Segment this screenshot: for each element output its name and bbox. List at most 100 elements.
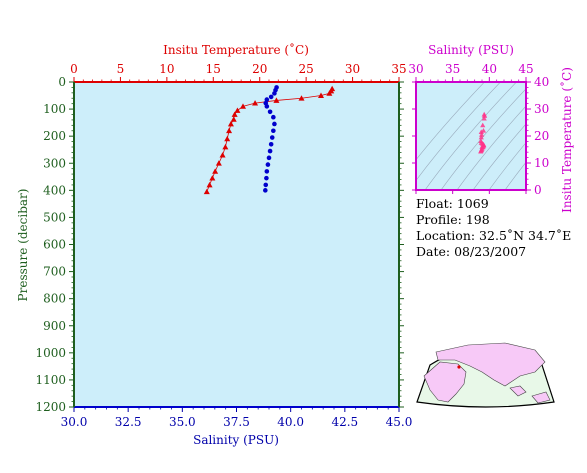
salinity-point <box>264 169 270 174</box>
density-isoline <box>488 142 526 190</box>
float-id: Float: 1069 <box>416 196 489 211</box>
left-tick-label: 500 <box>43 210 66 224</box>
top-tick-label: 5 <box>117 62 125 76</box>
density-isoline <box>472 123 526 190</box>
salinity-series <box>263 85 279 193</box>
salinity-point <box>264 104 270 109</box>
left-tick-label: 300 <box>43 156 66 170</box>
temperature-point <box>227 120 234 127</box>
temperature-series <box>203 85 336 195</box>
salinity-point <box>263 188 268 193</box>
ts-point <box>481 113 488 118</box>
salinity-point <box>272 121 277 127</box>
salinity-point <box>267 148 273 154</box>
profile-panel: 0 5 10 15 20 25 30 35 30.0 32.5 35.0 37.5 40.0 42.5 45… <box>16 42 412 447</box>
temperature-point <box>215 160 222 166</box>
density-isolines <box>416 82 526 190</box>
bottom-tick-label: 37.5 <box>223 415 250 429</box>
left-tick-label: 400 <box>43 183 66 197</box>
left-tick-label: 800 <box>43 292 66 306</box>
location-map <box>416 342 555 408</box>
salinity-point <box>263 182 269 188</box>
temperature-point <box>209 175 216 181</box>
density-isoline <box>416 82 501 182</box>
ts-point <box>478 134 484 140</box>
ts-right-tick-label: 10 <box>534 156 549 170</box>
top-tick-label: 30 <box>345 62 360 76</box>
temperature-point <box>203 188 210 195</box>
left-tick-label: 1000 <box>35 346 66 360</box>
temperature-point <box>231 111 238 117</box>
top-axis-title: Insitu Temperature (˚C) <box>163 42 309 57</box>
ts-plot-area <box>416 82 526 190</box>
temperature-point <box>206 181 213 188</box>
left-tick-label: 600 <box>43 238 66 252</box>
temperature-point <box>219 152 226 158</box>
ts-right-tick-label: 40 <box>534 75 549 89</box>
ts-top-axis-title: Salinity (PSU) <box>428 43 514 57</box>
left-axis-title: Pressure (decibar) <box>16 189 30 302</box>
temperature-point <box>226 127 233 134</box>
left-tick-label: 900 <box>43 319 66 333</box>
left-tick-label: 0 <box>58 75 66 89</box>
bottom-tick-label: 42.5 <box>331 415 358 429</box>
temperature-point <box>212 168 219 174</box>
top-tick-label: 20 <box>252 62 267 76</box>
temperature-point <box>252 100 259 106</box>
bottom-tick-label: 45.0 <box>386 415 413 429</box>
bottom-tick-label: 40.0 <box>277 415 304 429</box>
ts-point <box>478 129 484 135</box>
ts-right-axis-title: Insitu Temperature (˚C) <box>559 67 574 213</box>
ts-top-tick-label: 40 <box>482 62 497 76</box>
ts-series <box>478 111 488 154</box>
profile-date: Date: 08/23/2007 <box>416 244 527 259</box>
ts-point <box>480 122 486 128</box>
left-tick-label: 100 <box>43 102 66 116</box>
density-isoline <box>416 82 485 161</box>
left-tick-label: 1200 <box>35 400 66 414</box>
temperature-point <box>222 144 229 150</box>
bottom-tick-label: 35.0 <box>169 415 196 429</box>
profile-number: Profile: 198 <box>416 212 490 227</box>
ts-right-tick-label: 30 <box>534 102 549 116</box>
left-tick-label: 200 <box>43 129 66 143</box>
salinity-point <box>272 91 277 96</box>
float-info: Float: 1069 Profile: 198 Location: 32.5˚… <box>416 196 571 260</box>
left-tick-label: 700 <box>43 265 66 279</box>
top-tick-label: 0 <box>70 62 78 76</box>
salinity-point <box>265 162 271 167</box>
temperature-point <box>224 135 231 142</box>
ts-right-tick-label: 0 <box>534 183 542 197</box>
salinity-point <box>271 128 276 134</box>
temperature-point <box>326 90 333 96</box>
temperature-point <box>318 92 324 98</box>
ts-frame <box>415 81 527 191</box>
salinity-point <box>267 109 273 115</box>
salinity-point <box>266 155 272 161</box>
temperature-point <box>240 103 246 109</box>
temperature-point <box>230 116 237 122</box>
top-tick-label: 15 <box>206 62 221 76</box>
ts-point <box>478 148 484 154</box>
top-tick-label: 35 <box>391 62 406 76</box>
ts-point <box>479 144 485 149</box>
map-land-africa <box>423 361 467 403</box>
salinity-point <box>264 175 269 181</box>
bottom-tick-label: 30.0 <box>61 415 88 429</box>
bottom-tick-label: 32.5 <box>115 415 142 429</box>
left-tick-label: 1100 <box>35 373 66 387</box>
map-land-islands <box>509 385 551 404</box>
temperature-point <box>298 95 305 101</box>
top-tick-label: 10 <box>159 62 174 76</box>
map-land-eurasia <box>435 342 546 387</box>
salinity-point <box>269 135 275 140</box>
salinity-point <box>264 97 270 102</box>
ts-top-tick-label: 30 <box>408 62 423 76</box>
salinity-point <box>268 94 274 100</box>
top-tick-label: 25 <box>299 62 314 76</box>
ts-point <box>479 132 485 137</box>
salinity-point <box>271 114 276 120</box>
